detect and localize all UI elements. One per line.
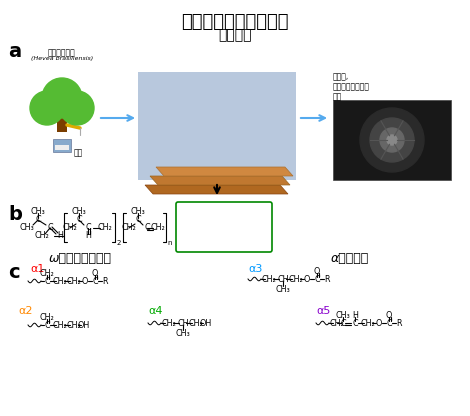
Text: タイヤ,
エンジンマウント
など: タイヤ, エンジンマウント など <box>333 72 370 102</box>
Text: C: C <box>92 277 98 285</box>
FancyBboxPatch shape <box>57 110 67 132</box>
Text: α－末端基: α－末端基 <box>331 252 369 265</box>
Text: CH₃: CH₃ <box>20 223 34 233</box>
Text: α4: α4 <box>222 225 235 235</box>
Text: CH₂: CH₂ <box>360 319 376 327</box>
Text: CH: CH <box>177 319 189 327</box>
Text: パラゴムの木: パラゴムの木 <box>48 48 76 57</box>
Text: C: C <box>144 223 150 233</box>
Circle shape <box>60 91 94 125</box>
FancyBboxPatch shape <box>138 72 296 180</box>
Text: C: C <box>340 319 346 327</box>
Text: (Hevea brasiliensis): (Hevea brasiliensis) <box>31 56 93 61</box>
Circle shape <box>387 135 397 145</box>
Text: c: c <box>8 263 20 282</box>
Text: CH₂: CH₂ <box>35 231 49 240</box>
Text: O: O <box>92 268 98 277</box>
Polygon shape <box>156 167 293 176</box>
Text: CH₂: CH₂ <box>162 319 176 327</box>
Text: OH: OH <box>200 319 212 327</box>
Text: 2: 2 <box>117 240 121 246</box>
Text: OH: OH <box>78 320 90 329</box>
FancyBboxPatch shape <box>176 202 272 252</box>
Text: H: H <box>85 231 91 240</box>
Text: α5,: α5, <box>186 237 203 247</box>
Text: C: C <box>352 319 358 327</box>
Text: CH₂: CH₂ <box>67 277 81 285</box>
Text: C: C <box>47 223 53 233</box>
Text: C: C <box>85 223 91 233</box>
Circle shape <box>360 108 424 172</box>
Text: 樹液: 樹液 <box>74 148 83 157</box>
Circle shape <box>380 128 404 152</box>
Text: CH₂: CH₂ <box>39 268 55 277</box>
Text: etc: etc <box>222 237 238 247</box>
Text: CH₂: CH₂ <box>53 277 67 285</box>
Text: CH₂: CH₂ <box>98 223 112 233</box>
Text: CH₂: CH₂ <box>329 319 345 327</box>
Text: CH₂: CH₂ <box>289 275 303 283</box>
Text: O: O <box>386 310 392 319</box>
Circle shape <box>370 118 414 162</box>
Polygon shape <box>145 185 288 194</box>
Text: CH₃: CH₃ <box>176 329 190 337</box>
Text: b: b <box>8 205 22 224</box>
Text: O: O <box>82 277 88 285</box>
Text: ω－末端グループ: ω－末端グループ <box>48 252 111 265</box>
Text: C: C <box>44 277 50 285</box>
Text: CH₃: CH₃ <box>131 206 145 215</box>
Text: C: C <box>386 319 392 327</box>
Polygon shape <box>150 176 290 185</box>
Text: α1: α1 <box>30 264 44 274</box>
Text: H: H <box>352 310 358 319</box>
Text: CH₂: CH₂ <box>53 320 67 329</box>
Text: R: R <box>324 275 330 283</box>
Text: a: a <box>8 42 21 61</box>
Text: CH₂: CH₂ <box>122 223 136 233</box>
Text: CH₂: CH₂ <box>150 223 165 233</box>
Text: 市販の天然ゴムシート: 市販の天然ゴムシート <box>181 13 289 31</box>
Text: O: O <box>304 275 310 283</box>
Text: （一部）: （一部） <box>218 28 252 42</box>
Text: H: H <box>57 231 63 240</box>
Text: CH: CH <box>277 275 289 283</box>
Text: CH₃: CH₃ <box>31 206 46 215</box>
Text: R: R <box>396 319 402 327</box>
Text: C: C <box>44 320 50 329</box>
Text: CH₂: CH₂ <box>188 319 204 327</box>
Text: O: O <box>314 267 320 275</box>
Text: C: C <box>135 215 141 225</box>
Text: α1,: α1, <box>186 213 203 223</box>
Text: n: n <box>168 240 172 246</box>
Text: C: C <box>35 215 41 225</box>
Text: R: R <box>102 277 108 285</box>
FancyBboxPatch shape <box>333 100 451 180</box>
Text: C: C <box>76 215 82 225</box>
Circle shape <box>30 91 64 125</box>
Text: CH₃: CH₃ <box>336 310 350 319</box>
Text: α2: α2 <box>18 306 32 316</box>
Text: α5: α5 <box>316 306 330 316</box>
Text: CH₂: CH₂ <box>39 312 55 322</box>
Text: CH₂: CH₂ <box>67 320 81 329</box>
Text: CH₂: CH₂ <box>262 275 276 283</box>
Text: α2: α2 <box>222 213 235 223</box>
Circle shape <box>42 78 82 118</box>
Text: CH₃: CH₃ <box>71 206 86 215</box>
Text: O: O <box>376 319 382 327</box>
Text: α3,: α3, <box>186 225 203 235</box>
Text: CH₂: CH₂ <box>63 223 78 233</box>
Text: CH₃: CH₃ <box>275 285 290 294</box>
Text: α4: α4 <box>148 306 163 316</box>
FancyBboxPatch shape <box>53 139 71 152</box>
Text: C: C <box>314 275 320 283</box>
FancyBboxPatch shape <box>55 145 69 150</box>
Text: α3: α3 <box>248 264 262 274</box>
